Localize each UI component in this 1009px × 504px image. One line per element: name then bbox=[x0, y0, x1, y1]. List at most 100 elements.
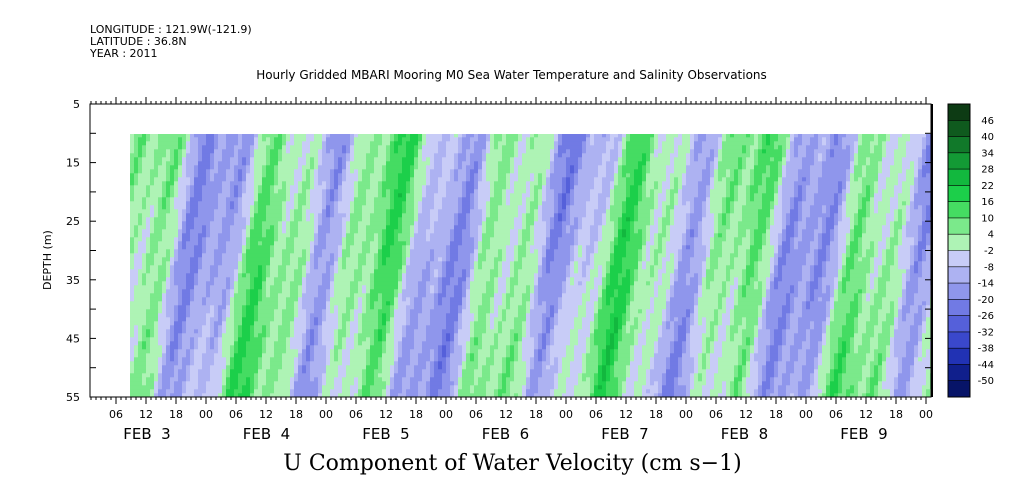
heatmap-cell bbox=[130, 213, 135, 218]
heatmap-cell bbox=[370, 301, 375, 306]
heatmap-cell bbox=[142, 317, 147, 322]
heatmap-cell bbox=[226, 157, 231, 162]
heatmap-cell bbox=[390, 173, 395, 178]
heatmap-cell bbox=[358, 317, 363, 322]
heatmap-cell bbox=[230, 337, 235, 342]
heatmap-cell bbox=[350, 269, 355, 274]
heatmap-cell bbox=[242, 321, 247, 326]
heatmap-cell bbox=[222, 361, 227, 366]
heatmap-cell bbox=[130, 293, 135, 298]
heatmap-cell bbox=[422, 309, 427, 314]
heatmap-cell bbox=[370, 281, 375, 286]
heatmap-cell bbox=[402, 137, 407, 142]
heatmap-cell bbox=[378, 353, 383, 358]
heatmap-cell bbox=[146, 369, 151, 374]
heatmap-cell bbox=[370, 257, 375, 262]
heatmap-cell bbox=[238, 357, 243, 362]
heatmap-cell bbox=[142, 177, 147, 182]
heatmap-cell bbox=[374, 137, 379, 142]
heatmap-cell bbox=[162, 341, 167, 346]
heatmap-cell bbox=[426, 253, 431, 258]
heatmap-cell bbox=[246, 389, 251, 394]
heatmap-cell bbox=[170, 177, 175, 182]
heatmap-cell bbox=[158, 221, 163, 226]
heatmap-cell bbox=[226, 365, 231, 370]
heatmap-cell bbox=[158, 389, 163, 394]
heatmap-cell bbox=[346, 265, 351, 270]
heatmap-cell bbox=[174, 361, 179, 366]
heatmap-cell bbox=[386, 277, 391, 282]
heatmap-cell bbox=[374, 369, 379, 374]
heatmap-cell bbox=[150, 229, 155, 234]
heatmap-cell bbox=[342, 261, 347, 266]
heatmap-cell bbox=[186, 265, 191, 270]
heatmap-cell bbox=[278, 145, 283, 150]
heatmap-cell bbox=[142, 145, 147, 150]
heatmap-cell bbox=[206, 201, 211, 206]
heatmap-cell bbox=[266, 341, 271, 346]
heatmap-cell bbox=[426, 269, 431, 274]
heatmap-cell bbox=[350, 345, 355, 350]
heatmap-cell bbox=[246, 393, 251, 397]
heatmap-cell bbox=[146, 381, 151, 386]
heatmap-cell bbox=[138, 225, 143, 230]
heatmap-cell bbox=[374, 373, 379, 378]
heatmap-cell bbox=[406, 261, 411, 266]
heatmap-cell bbox=[294, 357, 299, 362]
heatmap-cell bbox=[430, 241, 435, 246]
heatmap-cell bbox=[146, 137, 151, 142]
heatmap-cell bbox=[350, 157, 355, 162]
heatmap-cell bbox=[358, 237, 363, 242]
heatmap-cell bbox=[326, 385, 331, 390]
heatmap-cell bbox=[346, 217, 351, 222]
heatmap-cell bbox=[322, 249, 327, 254]
heatmap-cell bbox=[338, 177, 343, 182]
heatmap-cell bbox=[178, 213, 183, 218]
heatmap-cell bbox=[194, 221, 199, 226]
heatmap-cell bbox=[218, 249, 223, 254]
heatmap-cell bbox=[130, 233, 135, 238]
heatmap-cell bbox=[346, 337, 351, 342]
heatmap-cell bbox=[210, 273, 215, 278]
heatmap-cell bbox=[218, 285, 223, 290]
heatmap-cell bbox=[150, 197, 155, 202]
heatmap-cell bbox=[134, 233, 139, 238]
heatmap-cell bbox=[142, 205, 147, 210]
heatmap-cell bbox=[294, 189, 299, 194]
heatmap-cell bbox=[298, 341, 303, 346]
heatmap-cell bbox=[374, 153, 379, 158]
heatmap-cell bbox=[142, 169, 147, 174]
heatmap-cell bbox=[294, 165, 299, 170]
heatmap-cell bbox=[338, 201, 343, 206]
heatmap-cell bbox=[422, 361, 427, 366]
heatmap-cell bbox=[238, 301, 243, 306]
heatmap-cell bbox=[162, 225, 167, 230]
heatmap-cell bbox=[378, 349, 383, 354]
heatmap-cell bbox=[430, 265, 435, 270]
heatmap-cell bbox=[350, 165, 355, 170]
heatmap-cell bbox=[406, 309, 411, 314]
heatmap-cell bbox=[210, 245, 215, 250]
heatmap-cell bbox=[214, 265, 219, 270]
heatmap-cell bbox=[346, 269, 351, 274]
heatmap-cell bbox=[130, 341, 135, 346]
heatmap-cell bbox=[386, 377, 391, 382]
heatmap-cell bbox=[394, 309, 399, 314]
heatmap-cell bbox=[230, 305, 235, 310]
heatmap-cell bbox=[186, 225, 191, 230]
heatmap-cell bbox=[170, 393, 175, 397]
heatmap-cell bbox=[402, 333, 407, 338]
heatmap-cell bbox=[146, 289, 151, 294]
heatmap-cell bbox=[378, 305, 383, 310]
heatmap-cell bbox=[330, 337, 335, 342]
heatmap-cell bbox=[146, 134, 151, 138]
heatmap-cell bbox=[210, 173, 215, 178]
heatmap-cell bbox=[238, 153, 243, 158]
heatmap-cell bbox=[214, 321, 219, 326]
heatmap-cell bbox=[274, 389, 279, 394]
heatmap-cell bbox=[270, 145, 275, 150]
heatmap-cell bbox=[326, 297, 331, 302]
heatmap-cell bbox=[214, 345, 219, 350]
heatmap-cell bbox=[262, 177, 267, 182]
heatmap-cell bbox=[198, 293, 203, 298]
